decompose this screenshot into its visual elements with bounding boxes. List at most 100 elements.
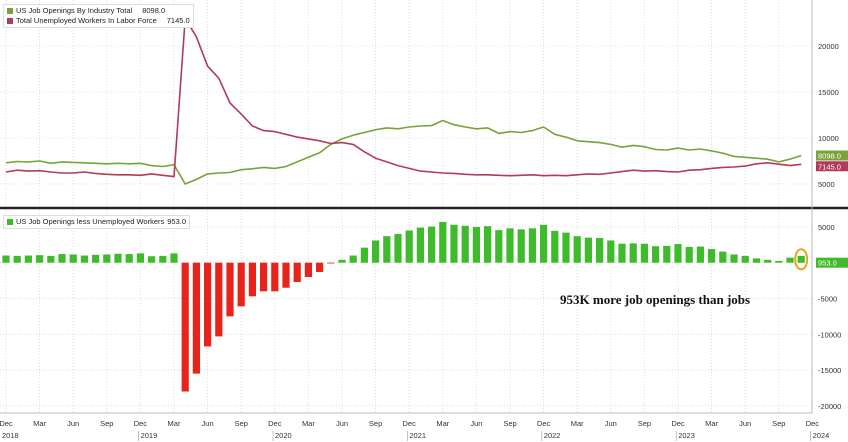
bar (618, 243, 626, 263)
bar (752, 258, 760, 263)
bar (47, 255, 55, 263)
bar (573, 236, 581, 263)
bar (450, 224, 458, 263)
x-year-label: 2022 (544, 431, 561, 440)
bar (383, 236, 391, 263)
bar (696, 246, 704, 263)
bar (114, 253, 122, 263)
bar (148, 256, 156, 263)
bar (506, 228, 514, 263)
bar (394, 234, 402, 263)
bar (2, 255, 10, 263)
bar (775, 260, 783, 263)
x-month-label: Mar (436, 419, 449, 428)
x-month-label: Jun (470, 419, 482, 428)
x-year-label: 2024 (813, 431, 830, 440)
bar (36, 255, 44, 263)
legend-last-job-openings: 8098.0 (142, 6, 166, 15)
y-tick-label: 5000 (818, 223, 835, 232)
y-tick-label: 15000 (818, 88, 839, 97)
bar (607, 240, 615, 263)
x-year-label: 2023 (678, 431, 695, 440)
bar (719, 251, 727, 263)
bar (13, 255, 21, 263)
bar (204, 262, 212, 347)
bar (226, 262, 234, 317)
bar (461, 225, 469, 263)
y-tick-label: 10000 (818, 134, 839, 143)
bar (708, 249, 716, 263)
bar (584, 237, 592, 263)
y-tick-label: -5000 (818, 294, 837, 303)
bar (159, 255, 167, 263)
bar (439, 221, 447, 263)
bar (271, 262, 279, 292)
x-month-label: Mar (705, 419, 718, 428)
x-month-label: Dec (134, 419, 148, 428)
bar (327, 262, 335, 264)
last-value-tags: 8098.0 7145.0 953.0 (816, 150, 848, 268)
x-month-label: Mar (33, 419, 46, 428)
bar (349, 255, 357, 263)
legend-swatch-unemployed (7, 18, 13, 24)
bar (495, 230, 503, 263)
bar (730, 254, 738, 263)
x-month-label: Jun (336, 419, 348, 428)
bar (293, 262, 301, 283)
x-month-label: Dec (537, 419, 551, 428)
x-month-label: Sep (100, 419, 113, 428)
y-tick-label: -20000 (818, 402, 841, 411)
legend-swatch-job-openings (7, 8, 13, 14)
bar (103, 254, 111, 263)
highlight-ellipse (794, 248, 809, 271)
bar (528, 228, 536, 263)
x-month-label: Jun (202, 419, 214, 428)
bar (562, 232, 570, 263)
x-month-label: Jun (739, 419, 751, 428)
top-panel-background (0, 0, 812, 207)
bar (517, 229, 525, 263)
bottom-y-axis-ticks: -20000-15000-10000-500005000 (818, 223, 841, 411)
job-openings-value-tag: 8098.0 (818, 151, 841, 160)
bar (428, 226, 436, 263)
bar (237, 262, 245, 307)
bar (69, 254, 77, 263)
x-year-label: 2021 (409, 431, 426, 440)
bar (304, 262, 312, 277)
bar (24, 255, 32, 263)
bottom-legend: US Job Openings less Unemployed Workers … (3, 215, 191, 229)
bar (652, 246, 660, 263)
legend-label-difference: US Job Openings less Unemployed Workers (16, 217, 165, 226)
legend-label-unemployed: Total Unemployed Workers In Labor Force (16, 16, 157, 25)
bar (640, 243, 648, 263)
legend-last-unemployed: 7145.0 (166, 16, 190, 25)
legend-item-unemployed: Total Unemployed Workers In Labor Force … (7, 16, 190, 26)
bar (786, 257, 794, 263)
bar (316, 262, 324, 272)
legend-last-difference: 953.0 (167, 217, 187, 226)
top-y-axis-ticks: 5000 10000 15000 20000 (818, 42, 839, 189)
x-month-label: Sep (503, 419, 516, 428)
job-openings-line (5, 119, 802, 185)
bar (58, 254, 66, 263)
bar (551, 230, 559, 263)
bar (596, 237, 604, 263)
bar (540, 224, 548, 263)
difference-value-tag: 953.0 (818, 259, 837, 268)
bar (360, 247, 368, 263)
x-month-label: Dec (403, 419, 417, 428)
bar (685, 246, 693, 263)
x-month-label: Sep (369, 419, 382, 428)
x-year-label: 2019 (141, 431, 158, 440)
bar (472, 226, 480, 263)
legend-label-job-openings: US Job Openings By Industry Total (16, 6, 133, 15)
x-month-label: Dec (0, 419, 13, 428)
x-month-label: Jun (67, 419, 79, 428)
legend-swatch-difference (7, 219, 13, 225)
bar (338, 259, 346, 263)
y-tick-label: 5000 (818, 180, 835, 189)
job-openings-value-tag-bg (816, 150, 848, 161)
bar (416, 227, 424, 263)
x-month-label: Dec (806, 419, 820, 428)
